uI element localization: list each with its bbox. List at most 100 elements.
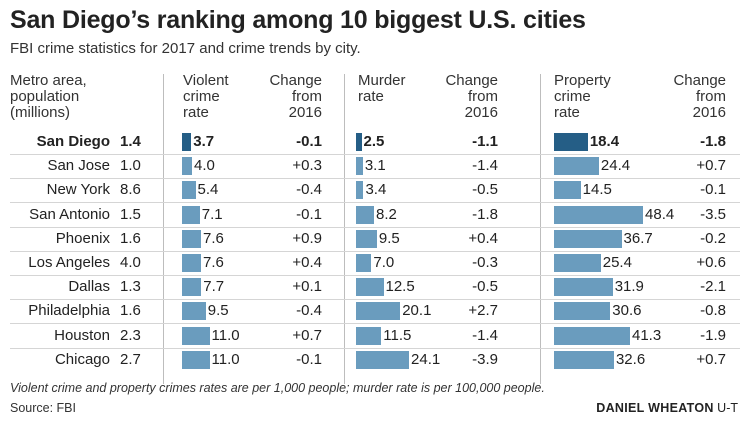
violent-change-value: -0.1 [296,205,322,223]
credit-org: U-T [717,401,738,415]
violent-value: 5.4 [197,181,219,199]
property-change-value: -0.1 [700,181,726,199]
murder-bar [356,133,362,151]
violent-value: 4.0 [194,157,215,175]
header-murder-change-line: Change [445,72,498,89]
violent-change-value: -0.4 [296,302,322,320]
header-property: Property crime rate [554,73,611,121]
violent-change-value: +0.9 [292,229,322,247]
property-value: 18.4 [589,133,620,150]
violent-bar [182,157,192,176]
violent-bar [182,278,202,297]
murder-value: 7.0 [373,254,395,271]
property-value: 31.9 [614,278,644,296]
murder-change-value: +0.4 [468,229,498,247]
table-row: San Diego 1.4 3.7 -0.1 2.5 -1.1 18.4 -1.8 [10,130,740,155]
property-change-value: -1.9 [700,326,726,344]
property-value: 30.6 [612,302,642,320]
property-bar [554,302,611,321]
property-bar [554,181,581,200]
murder-bar [356,350,410,369]
population-value: 1.6 [120,302,141,320]
property-value: 14.5 [582,181,612,199]
murder-value: 24.1 [411,350,441,368]
violent-bar [182,205,200,224]
table-row: Houston 2.3 11.0 +0.7 11.5 -1.4 41.3 -1.9 [10,324,740,349]
murder-bar [356,302,401,321]
property-change-value: -3.5 [700,205,726,223]
property-change-value: -0.2 [700,229,726,247]
property-change-value: +0.7 [696,350,726,368]
murder-change-value: -1.4 [472,326,498,344]
header-property-line: crime [554,88,591,105]
population-value: 1.0 [120,157,141,175]
city-label: Houston [54,326,110,344]
city-label: New York [46,181,110,199]
murder-change-value: -1.1 [472,133,498,150]
header-violent-change-line: from [292,88,322,105]
header-murder: Murder rate [358,73,406,105]
source: Source: FBI [10,401,76,415]
violent-bar [182,181,196,200]
header-metro-line: (millions) [10,104,70,121]
credit-name: DANIEL WHEATON [596,401,714,415]
murder-change-value: -0.3 [472,254,498,271]
murder-bar [356,326,382,345]
header-murder-change: Change from 2016 [426,73,498,121]
murder-change-value: -0.5 [472,181,498,199]
property-change-value: +0.7 [696,157,726,175]
murder-change-value: -1.8 [472,205,498,223]
table-row: San Jose 1.0 4.0 +0.3 3.1 -1.4 24.4 +0.7 [10,154,740,180]
murder-change-value: -0.5 [472,278,498,296]
violent-value: 7.6 [203,254,224,271]
violent-value: 7.6 [203,229,224,247]
property-value: 32.6 [615,350,646,368]
population-value: 2.7 [120,350,141,368]
violent-bar [182,229,201,248]
murder-change-value: -1.4 [472,157,498,175]
violent-change-value: -0.1 [296,350,322,368]
murder-value: 3.4 [365,181,387,199]
city-label: Los Angeles [28,254,110,271]
population-value: 1.5 [120,205,141,223]
murder-change-value: +2.7 [468,302,498,320]
murder-bar [356,278,384,297]
property-bar [554,350,614,369]
violent-bar [182,254,201,272]
header-murder-line: rate [358,88,384,105]
city-label: Phoenix [55,229,110,247]
header-violent: Violent crime rate [183,73,229,121]
city-label: Dallas [68,278,110,296]
population-value: 1.4 [120,133,141,150]
property-change-value: -0.8 [700,302,726,320]
header-property-change: Change from 2016 [654,73,726,121]
table-row: New York 8.6 5.4 -0.4 3.4 -0.5 14.5 -0.1 [10,178,740,204]
property-value: 25.4 [602,254,632,271]
violent-change-value: -0.1 [296,133,322,150]
violent-change-value: +0.4 [292,254,322,271]
credit: DANIEL WHEATON U-T [596,401,738,415]
city-label: San Jose [47,157,110,175]
header-violent-change: Change from 2016 [250,73,322,121]
murder-value: 9.5 [378,229,400,247]
violent-change-value: +0.3 [292,157,322,175]
header-violent-line: Violent [183,72,229,89]
violent-value: 7.7 [203,278,225,296]
murder-bar [356,181,364,200]
table-row: Philadelphia 1.6 9.5 -0.4 20.1 +2.7 30.6 -0.8 [10,299,740,325]
violent-change-value: +0.7 [292,326,322,344]
header-murder-line: Murder [358,72,406,89]
population-value: 8.6 [120,181,141,199]
header-property-change-line: from [696,88,726,105]
murder-value: 12.5 [385,278,415,296]
property-value: 24.4 [600,157,631,175]
header-metro: Metro area, population (millions) [10,73,87,121]
violent-value: 11.0 [211,326,240,344]
violent-value: 3.7 [193,133,215,150]
violent-value: 7.1 [201,205,223,223]
murder-value: 20.1 [402,302,432,320]
property-value: 36.7 [623,229,653,247]
property-change-value: -2.1 [700,278,726,296]
header-property-change-line: 2016 [692,104,726,121]
column-divider [540,74,541,384]
